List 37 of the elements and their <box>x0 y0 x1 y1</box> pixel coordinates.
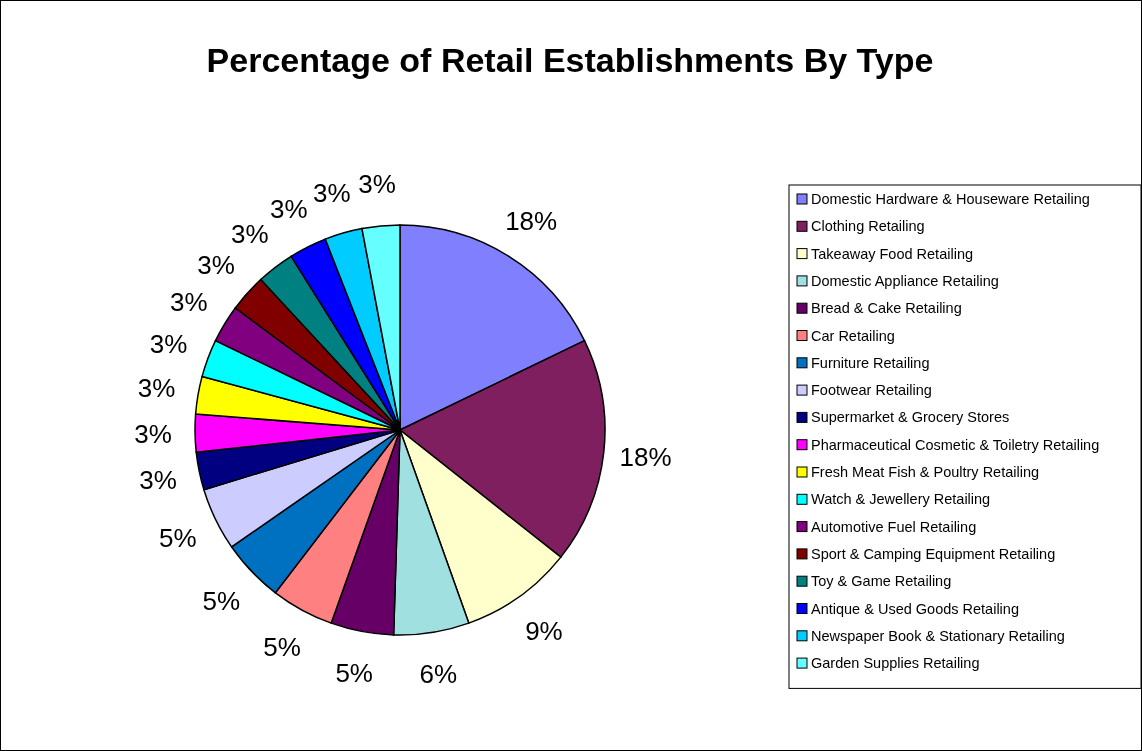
data-label: 3% <box>149 328 188 359</box>
chart-title: Percentage of Retail Establishments By Type <box>206 41 934 79</box>
legend-label: Car Retailing <box>811 327 895 344</box>
legend-label: Sport & Camping Equipment Retailing <box>811 545 1056 562</box>
data-label: 5% <box>263 632 301 663</box>
data-label: 5% <box>335 657 373 688</box>
legend-label: Garden Supplies Retailing <box>811 655 980 672</box>
data-label: 3% <box>137 372 176 403</box>
legend-label: Watch & Jewellery Retailing <box>811 491 991 508</box>
data-label: 6% <box>419 659 458 690</box>
legend-label: Furniture Retailing <box>811 354 930 371</box>
legend-label: Automotive Fuel Retailing <box>811 518 977 535</box>
data-label: 5% <box>158 522 197 553</box>
legend-label: Fresh Meat Fish & Poultry Retailing <box>811 464 1040 480</box>
legend-label: Clothing Retailing <box>811 218 925 235</box>
data-label: 3% <box>312 177 351 208</box>
data-label: 3% <box>358 169 396 200</box>
legend-label: Antique & Used Goods Retailing <box>811 600 1019 617</box>
data-label: 3% <box>231 218 269 249</box>
legend-label: Footwear Retailing <box>811 382 932 399</box>
legend-label: Domestic Hardware & Houseware Retailing <box>811 191 1090 207</box>
legend-label: Takeaway Food Retailing <box>811 245 974 262</box>
legend-label: Supermarket & Grocery Stores <box>811 409 1010 426</box>
data-label: 3% <box>169 287 208 318</box>
data-label: 5% <box>202 585 241 616</box>
data-label: 18% <box>505 205 558 236</box>
legend-label: Pharmaceutical Cosmetic & Toiletry Retailing <box>811 436 1100 453</box>
legend-label: Toy & Game Retailing <box>811 573 952 590</box>
legend-label: Domestic Appliance Retailing <box>811 272 999 289</box>
data-label: 3% <box>197 250 235 281</box>
data-label: 18% <box>619 441 672 472</box>
legend-label: Bread & Cake Retailing <box>811 300 962 317</box>
data-label: 3% <box>270 194 308 225</box>
data-label: 9% <box>525 615 563 646</box>
legend-label: Newspaper Book & Stationary Retailing <box>811 627 1065 644</box>
data-label: 3% <box>134 418 172 449</box>
data-label: 3% <box>139 464 177 495</box>
